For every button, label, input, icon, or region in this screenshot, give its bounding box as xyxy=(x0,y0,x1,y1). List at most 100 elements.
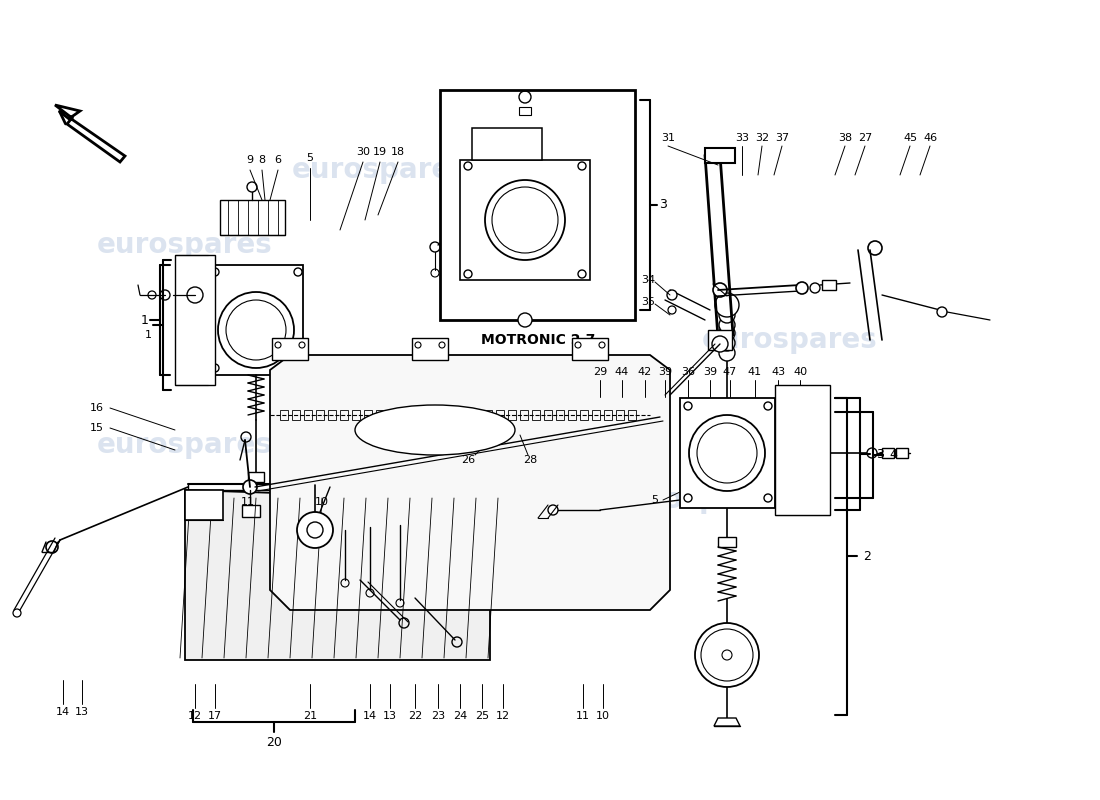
Text: 28: 28 xyxy=(522,455,537,465)
Text: 42: 42 xyxy=(638,367,652,377)
Text: 4: 4 xyxy=(889,449,896,462)
Text: 16: 16 xyxy=(90,403,104,413)
Text: 3: 3 xyxy=(659,198,667,211)
Text: eurospares: eurospares xyxy=(442,431,618,459)
Circle shape xyxy=(294,268,302,276)
Bar xyxy=(440,90,635,320)
Circle shape xyxy=(548,505,558,515)
Text: 21: 21 xyxy=(302,711,317,721)
Text: 13: 13 xyxy=(75,707,89,717)
Text: 41: 41 xyxy=(748,367,762,377)
Bar xyxy=(519,107,531,115)
Bar xyxy=(776,385,830,515)
Circle shape xyxy=(867,448,877,458)
Text: 12: 12 xyxy=(496,711,510,721)
Bar xyxy=(472,410,480,420)
Bar xyxy=(436,410,444,420)
Bar xyxy=(896,448,907,458)
Text: 11: 11 xyxy=(576,711,590,721)
Circle shape xyxy=(464,270,472,278)
Text: 10: 10 xyxy=(315,497,329,507)
Bar xyxy=(448,410,456,420)
Circle shape xyxy=(485,180,565,260)
Text: MOTRONIC 2.7: MOTRONIC 2.7 xyxy=(481,333,595,347)
Circle shape xyxy=(715,293,739,317)
Circle shape xyxy=(187,287,204,303)
Text: 36: 36 xyxy=(681,367,695,377)
Bar xyxy=(412,338,448,360)
Text: 27: 27 xyxy=(858,133,872,143)
Text: 8: 8 xyxy=(258,155,265,165)
Text: 4: 4 xyxy=(563,93,571,103)
Circle shape xyxy=(684,494,692,502)
Circle shape xyxy=(307,522,323,538)
Circle shape xyxy=(318,480,332,494)
Bar xyxy=(364,410,372,420)
Bar xyxy=(280,410,288,420)
Text: 34: 34 xyxy=(641,275,656,285)
Text: eurospares: eurospares xyxy=(442,231,618,259)
Text: 10: 10 xyxy=(596,711,611,721)
Bar xyxy=(496,410,504,420)
Bar xyxy=(460,410,467,420)
Bar xyxy=(352,410,360,420)
Bar xyxy=(242,505,260,517)
Circle shape xyxy=(46,541,58,553)
Text: eurospares: eurospares xyxy=(97,231,273,259)
Bar xyxy=(604,410,612,420)
Text: 29: 29 xyxy=(593,367,607,377)
Text: 25: 25 xyxy=(475,711,490,721)
Polygon shape xyxy=(185,490,490,660)
Bar xyxy=(412,410,420,420)
Text: 24: 24 xyxy=(453,711,468,721)
Circle shape xyxy=(211,364,219,372)
Text: 30: 30 xyxy=(356,147,370,157)
Polygon shape xyxy=(55,105,125,162)
Circle shape xyxy=(211,268,219,276)
Text: 40: 40 xyxy=(793,367,807,377)
Circle shape xyxy=(719,317,735,333)
Text: 39: 39 xyxy=(658,367,672,377)
Bar xyxy=(568,410,576,420)
Text: 11: 11 xyxy=(241,497,255,507)
Bar xyxy=(592,410,600,420)
Text: 38: 38 xyxy=(838,133,853,143)
Bar xyxy=(328,410,336,420)
Text: 31: 31 xyxy=(661,133,675,143)
Circle shape xyxy=(363,480,377,494)
Text: 1: 1 xyxy=(141,314,149,326)
Text: 7: 7 xyxy=(544,132,551,142)
Bar xyxy=(616,410,624,420)
Circle shape xyxy=(248,182,257,192)
Text: eurospares: eurospares xyxy=(702,326,878,354)
Bar xyxy=(460,160,590,280)
Bar xyxy=(376,410,384,420)
Bar xyxy=(400,410,408,420)
Polygon shape xyxy=(270,355,670,610)
Circle shape xyxy=(713,283,727,297)
Circle shape xyxy=(518,313,532,327)
Text: 46: 46 xyxy=(923,133,937,143)
Bar xyxy=(208,265,302,375)
Text: eurospares: eurospares xyxy=(97,431,273,459)
Polygon shape xyxy=(714,718,740,726)
Circle shape xyxy=(578,270,586,278)
Circle shape xyxy=(294,364,302,372)
Text: 14: 14 xyxy=(56,707,70,717)
Text: 23: 23 xyxy=(431,711,446,721)
Bar xyxy=(272,338,308,360)
Circle shape xyxy=(937,307,947,317)
Text: 15: 15 xyxy=(90,423,104,433)
Text: 22: 22 xyxy=(408,711,422,721)
Circle shape xyxy=(719,307,735,323)
Text: 39: 39 xyxy=(703,367,717,377)
Text: 20: 20 xyxy=(266,735,282,749)
Circle shape xyxy=(719,325,735,341)
Text: 14: 14 xyxy=(363,711,377,721)
Circle shape xyxy=(297,512,333,548)
Text: 12: 12 xyxy=(188,711,202,721)
Text: eurospares: eurospares xyxy=(293,156,468,184)
Ellipse shape xyxy=(355,405,515,455)
Text: eurospares: eurospares xyxy=(612,486,788,514)
Bar xyxy=(572,338,608,360)
